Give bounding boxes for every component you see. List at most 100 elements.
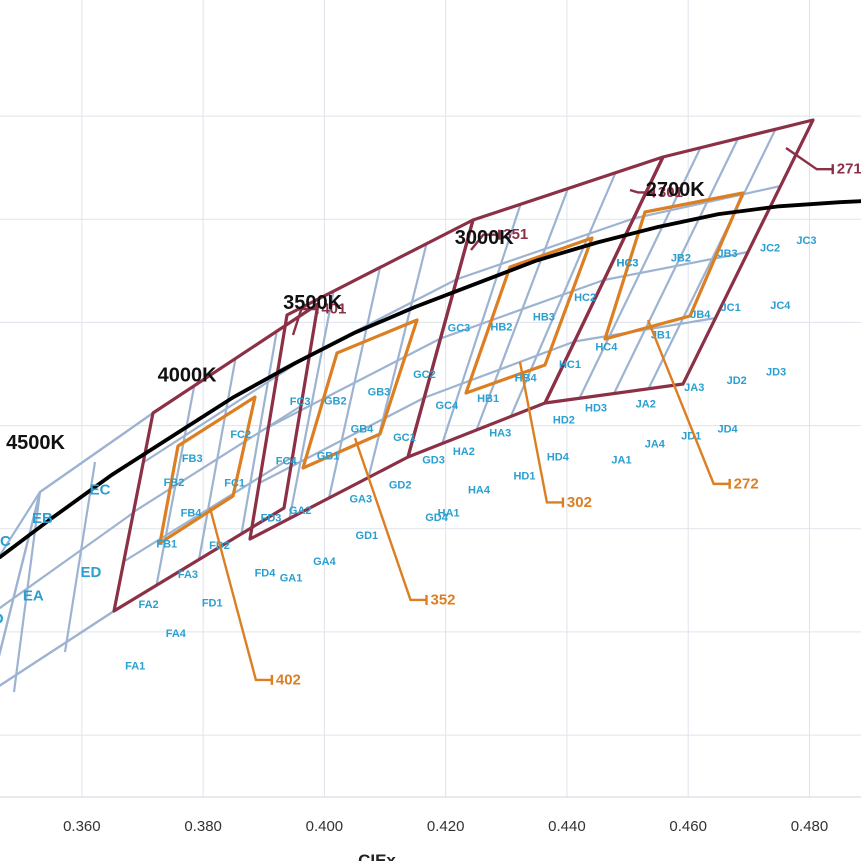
x-tick-label: 0.480 [791,818,829,835]
x-axis: 0.360 0.380 0.400 0.420 0.440 0.460 0.480 [0,796,861,835]
bin-label: FC2 [230,429,251,441]
bin-label: FC1 [224,477,245,489]
bin-label: GD1 [356,530,379,542]
subbin-divider [0,512,134,610]
bin-label: GC2 [413,369,436,381]
bin-label: JB2 [671,252,691,264]
inner-quadrangle [158,395,257,545]
subbin-divider [0,491,41,556]
bin-label: GC1 [393,432,416,444]
ansi-bin-callout: 351 [503,226,528,243]
bin-label: FB2 [164,477,185,489]
bin-label: FB1 [156,539,177,551]
bin-label: HA3 [489,427,511,439]
inner-bin-callout: 302 [567,494,592,511]
inner-bin-callout: 352 [431,591,456,608]
x-tick-label: 0.440 [548,818,586,835]
bin-label: GA4 [313,556,337,568]
bin-label: JB4 [690,309,711,321]
bin-label: FA3 [178,569,198,581]
bin-label: GA3 [349,493,372,505]
bin-label: HC4 [595,342,618,354]
x-tick-label: 0.460 [669,818,707,835]
bin-label: GB1 [317,451,340,463]
bin-label: FD1 [202,598,223,610]
bin-label: FD4 [255,568,277,580]
inner-bin-callout-leader [646,319,730,486]
bin-regions [0,118,815,693]
bin-label: FA4 [166,628,187,640]
bin-label: ED [81,564,102,581]
bin-label: GB3 [368,387,391,399]
subbin-divider [258,396,425,484]
planckian-locus-line [0,199,861,559]
subbin-divider [456,217,634,281]
inner-bin-callout-leader [353,437,427,602]
bin-label: FA2 [138,599,158,611]
cct-label: 2700K [646,179,705,201]
bin-label: HB3 [533,311,555,323]
subbin-divider [267,337,442,428]
bin-label: JA1 [611,455,631,467]
bin-label: JC3 [796,235,816,247]
inner-bin-callout: 402 [276,671,301,688]
bin-label: JB3 [718,248,738,260]
subbin-divider [633,184,781,220]
planckian-locus [0,199,861,559]
bin-label: HD1 [513,471,535,483]
bin-label: HC1 [559,359,581,371]
subbin-divider [603,250,749,282]
bin-label: JA2 [636,398,656,410]
inner-quadrangle [464,236,594,395]
bin-label: HD3 [585,403,607,415]
ansi-bin-callout: 401 [321,300,346,317]
bin-label: HD4 [547,452,570,464]
bin-label: HC3 [617,258,639,270]
bin-label: HB2 [490,322,512,334]
x-tick-label: 0.420 [427,818,465,835]
bin-label: FD3 [261,512,282,524]
bin-label: EA [23,587,44,604]
bin-label: FC3 [290,396,311,408]
bin-label: FB4 [181,507,203,519]
subbin-divider [440,278,605,340]
bin-label: EC [90,482,111,499]
cct-label: 3000K [455,227,514,249]
bin-label: JA3 [684,382,704,394]
bin-labels: EC EB ED EA DC D 4500K FC3 FC2 FC4 FB3 FC1 FB2 FB4 FD3… [0,147,861,688]
ansi-bin-callout-leader [291,307,318,336]
ansi-quadrangle [543,118,815,405]
cct-label: 4000K [158,365,217,387]
ansi-bin-callout-leader [470,233,500,251]
bin-label: GB4 [351,424,375,436]
bin-label: JC4 [770,300,791,312]
x-axis-title: CIEx [358,851,396,861]
bin-label: GA1 [280,572,303,584]
bin-label: GA2 [289,505,312,517]
bin-label: GD4 [425,512,449,524]
bin-label: FA1 [125,660,145,672]
cct-label: 3500K [283,292,342,314]
subbin-divider [123,456,294,563]
bin-label: JD2 [727,375,747,387]
bin-label: HB4 [515,373,538,385]
bin-label: JC2 [760,243,780,255]
ansi-bin-callout-leader [629,188,654,194]
subbin-divider [63,461,97,653]
bin-label: GC4 [436,400,460,412]
x-tick-label: 0.400 [306,818,344,835]
ansi-bin-callout: 271 [837,161,861,178]
inner-bin-callout-leader [518,361,563,504]
bin-label: HA1 [438,507,460,519]
gridlines [0,0,861,797]
bin-label: HC2 [574,292,596,304]
bin-label: GB2 [324,395,347,407]
bin-label: JD4 [718,424,739,436]
bin-label: HA2 [453,446,475,458]
subbin-divider [142,354,311,464]
cct-label: 4500K [6,432,65,454]
bin-label: DC [0,533,11,550]
bin-label: HB1 [477,393,499,405]
bin-label: FC4 [276,456,298,468]
